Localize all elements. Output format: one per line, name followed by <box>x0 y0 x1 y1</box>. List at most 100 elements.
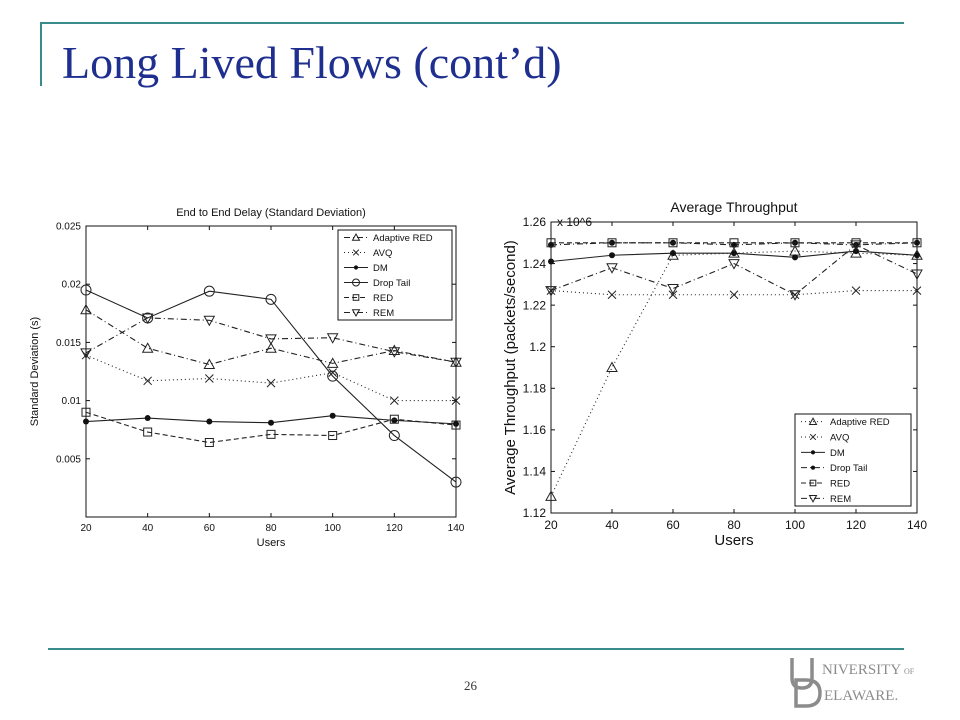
data-point <box>204 374 214 383</box>
data-point <box>265 342 277 353</box>
y-axis-label: Average Throughput (packets/second) <box>502 240 519 495</box>
slide-title: Long Lived Flows (cont’d) <box>62 37 562 88</box>
data-point <box>389 396 399 405</box>
data-point <box>790 238 800 248</box>
data-point <box>203 358 216 370</box>
legend-label: DM <box>830 448 845 459</box>
data-point <box>80 303 92 315</box>
data-point <box>729 290 739 300</box>
legend-box <box>794 413 912 507</box>
data-point <box>912 286 922 295</box>
y-tick-label: 1.22 <box>523 298 547 312</box>
data-point <box>545 490 557 501</box>
data-point <box>204 438 214 448</box>
x-tick-label: 60 <box>666 518 680 532</box>
legend-marker <box>352 294 360 301</box>
data-point <box>792 254 798 261</box>
legend-label: Adaptive RED <box>373 233 433 244</box>
data-point <box>667 284 679 295</box>
x-tick-label: 140 <box>907 518 927 532</box>
chart-title: End to End Delay (Standard Deviation) <box>176 207 366 219</box>
series-line <box>85 309 457 366</box>
x-tick-label: 80 <box>727 518 741 532</box>
legend-marker <box>809 433 817 441</box>
legend-label: RED <box>373 293 393 304</box>
data-point <box>548 258 554 265</box>
frame-left-rule <box>40 22 42 86</box>
data-point <box>609 252 615 259</box>
legend-label: DM <box>373 263 388 274</box>
legend-marker <box>352 249 360 256</box>
data-point <box>81 407 91 417</box>
data-point <box>545 286 557 297</box>
x-tick-label: 40 <box>142 523 154 534</box>
x-tick-label: 60 <box>204 523 216 534</box>
legend-marker <box>352 278 360 287</box>
data-point <box>327 370 339 382</box>
legend-marker <box>808 495 818 503</box>
series-line <box>85 411 457 444</box>
data-point <box>144 415 151 422</box>
data-point <box>546 286 556 295</box>
x-tick-label: 120 <box>386 523 403 534</box>
data-point <box>328 368 338 378</box>
data-point <box>266 378 276 388</box>
data-point <box>388 344 401 356</box>
data-point <box>329 412 336 419</box>
legend-label: REM <box>373 308 394 319</box>
data-point <box>670 250 676 257</box>
scale-multiplier: x 10^6 <box>557 215 592 229</box>
legend-label: AVQ <box>830 433 849 444</box>
legend-marker <box>808 417 818 425</box>
y-tick-label: 0.015 <box>56 338 81 349</box>
data-point <box>606 361 618 372</box>
y-tick-label: 1.14 <box>523 465 547 479</box>
data-point <box>80 284 92 296</box>
y-tick-label: 1.26 <box>523 215 547 229</box>
data-point <box>389 414 399 424</box>
x-tick-label: 100 <box>785 518 805 532</box>
data-point <box>850 240 862 251</box>
legend-label: RED <box>830 479 850 490</box>
y-tick-label: 0.005 <box>56 454 81 465</box>
x-axis-label: Users <box>257 537 286 549</box>
data-point <box>606 263 618 274</box>
data-point <box>450 357 462 369</box>
legend-marker <box>353 265 359 270</box>
y-tick-label: 0.02 <box>62 280 82 291</box>
y-tick-label: 0.025 <box>56 222 81 233</box>
series-line <box>550 244 918 296</box>
data-point <box>388 430 400 442</box>
legend-box <box>337 229 453 321</box>
frame-top-rule <box>40 22 904 24</box>
legend-label: Drop Tail <box>830 463 867 474</box>
data-point <box>388 347 401 358</box>
data-point <box>326 333 339 344</box>
data-point <box>912 238 922 248</box>
y-tick-label: 1.2 <box>529 340 546 354</box>
data-point <box>546 238 556 248</box>
data-point <box>326 357 339 368</box>
data-point <box>728 259 740 270</box>
legend-marker <box>351 232 361 241</box>
legend-label: REM <box>830 494 851 505</box>
data-point <box>607 238 617 248</box>
data-point <box>731 250 737 257</box>
data-point <box>851 286 861 295</box>
data-point <box>668 290 678 300</box>
y-tick-label: 1.12 <box>523 506 547 520</box>
data-point <box>668 238 678 248</box>
data-point <box>453 420 459 427</box>
data-point <box>911 269 923 280</box>
x-tick-label: 40 <box>605 518 619 532</box>
legend-marker <box>810 450 816 455</box>
y-tick-label: 1.16 <box>523 423 547 437</box>
legend-label: Drop Tail <box>373 278 410 289</box>
data-point <box>450 476 462 488</box>
y-tick-label: 0.01 <box>62 396 82 407</box>
data-point <box>268 419 274 426</box>
legend-marker <box>810 465 816 470</box>
data-point <box>451 420 461 430</box>
